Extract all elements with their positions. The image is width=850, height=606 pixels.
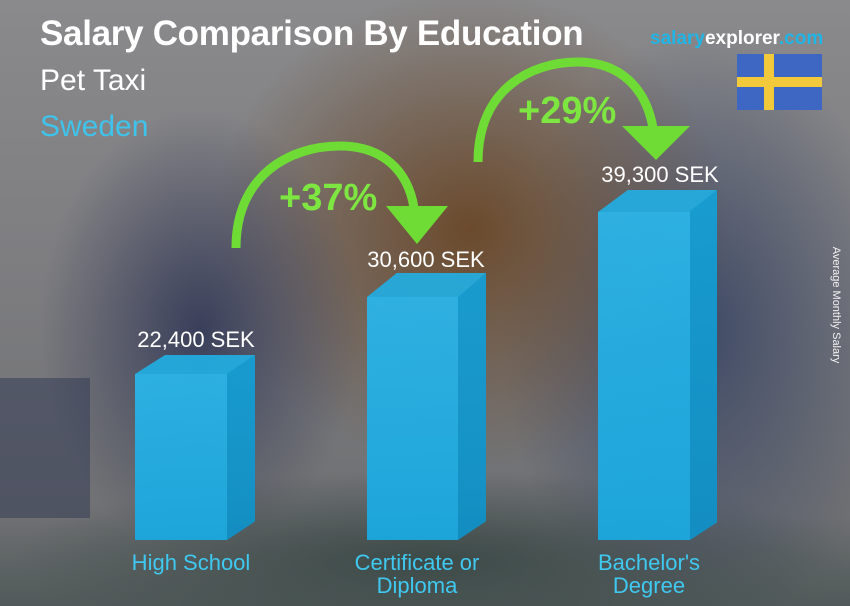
brand-part-salary: salary: [650, 28, 705, 49]
category-label-line2: Degree: [612, 573, 686, 598]
category-label: Certificate or Diploma: [355, 551, 480, 597]
flag-cross-horizontal: [737, 77, 822, 87]
category-label-line2: Diploma: [376, 573, 458, 598]
bar-certificate-diploma: [367, 273, 486, 540]
category-label-line1: Bachelor's: [597, 550, 701, 575]
bar-bachelors-degree: [598, 190, 717, 540]
bar-high-school: [135, 355, 255, 540]
category-label-line1: Certificate or: [354, 550, 480, 575]
bar-top-face: [598, 190, 717, 212]
bar-front-face: [598, 212, 690, 540]
sweden-flag-icon: [737, 54, 822, 110]
bar-value-label: 30,600 SEK: [367, 247, 485, 272]
category-label-line1: High School: [131, 550, 251, 575]
increase-percent-label: +37%: [279, 177, 378, 219]
bar-side-face: [690, 190, 717, 540]
bar-front-face: [367, 297, 458, 540]
brand-logo[interactable]: salaryexplorer.com: [650, 28, 823, 50]
bar-value-label: 22,400 SEK: [137, 327, 255, 352]
bar-side-face: [458, 273, 486, 540]
bar-value-label: 39,300 SEK: [601, 162, 719, 187]
curved-arrow-icon: [473, 57, 690, 163]
flag-cross-vertical: [764, 54, 774, 110]
background-photo: [0, 378, 90, 518]
bar-top-face: [135, 355, 255, 374]
job-title: Pet Taxi: [40, 64, 147, 97]
bar-side-face: [227, 355, 255, 540]
increase-percent-label: +29%: [518, 90, 617, 132]
bar-front-face: [135, 374, 227, 540]
category-label: Bachelor's Degree: [598, 551, 700, 597]
brand-part-explorer: explorer: [704, 28, 779, 49]
category-label: High School: [132, 551, 251, 574]
brand-part-com: .com: [778, 28, 824, 49]
curved-arrow-icon: [231, 141, 448, 249]
country-name: Sweden: [40, 110, 149, 143]
chart-title: Salary Comparison By Education: [40, 14, 584, 53]
